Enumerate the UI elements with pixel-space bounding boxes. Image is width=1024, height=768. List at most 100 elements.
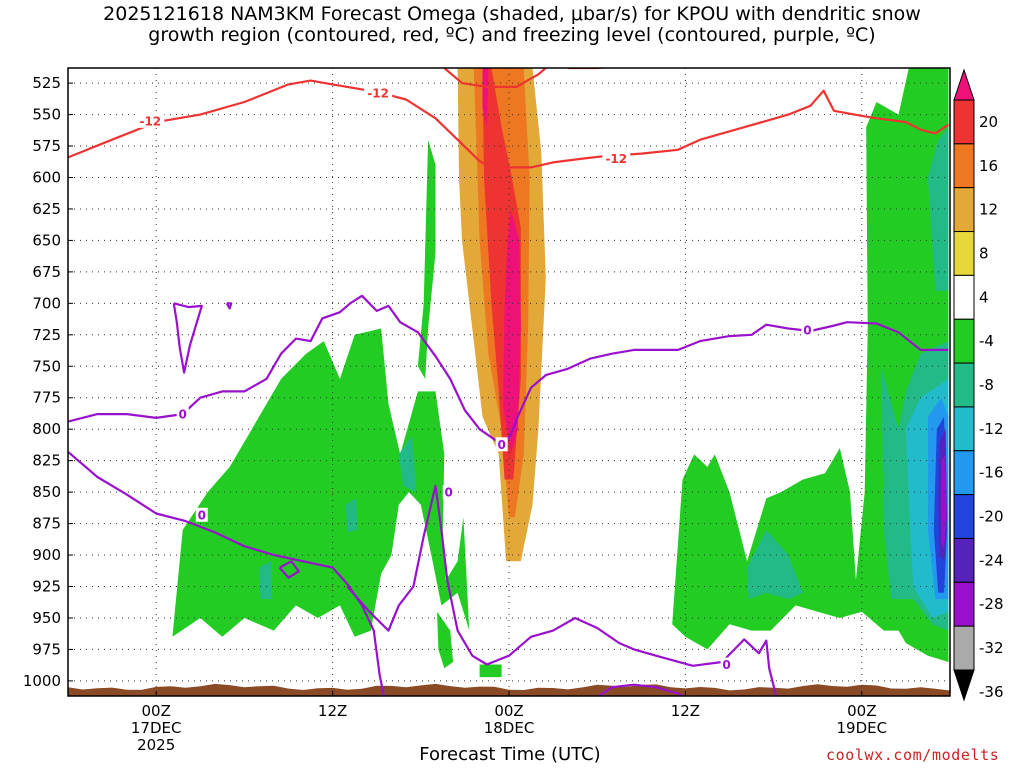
- contour-label-text: 0: [497, 438, 505, 452]
- y-tick-label: 650: [32, 231, 61, 249]
- colorbar-label: -8: [979, 376, 994, 394]
- colorbar-label: 8: [979, 244, 989, 262]
- y-tick-label: 975: [32, 640, 61, 658]
- y-tick-label: 725: [32, 326, 61, 344]
- contour-freezing-level-loop-2: [225, 302, 233, 310]
- y-tick-label: 775: [32, 389, 61, 407]
- contour-label-bg: [720, 657, 733, 672]
- contour-label-text: 0: [198, 508, 206, 522]
- omega-region-12: [437, 611, 454, 669]
- y-tick-label: 825: [32, 452, 61, 470]
- y-tick-label: 1000: [23, 672, 61, 690]
- omega-region-10: [417, 139, 436, 379]
- contour-label-bg: [195, 507, 208, 522]
- omega-region-13: [479, 664, 502, 678]
- contour-label-text: -12: [367, 87, 389, 101]
- axes: 525 550 575 600 625 650 675 700 725 750 775 800 825 8…: [23, 67, 951, 754]
- colorbar-band: [953, 362, 975, 408]
- colorbar-band: [953, 274, 975, 320]
- contour-label: 0: [495, 437, 508, 452]
- colorbar-band: [953, 143, 975, 189]
- omega-region-11: [672, 68, 949, 662]
- omega-region-24: [941, 454, 947, 549]
- contour-label-text: 0: [178, 408, 186, 422]
- contour-freezing-level-loop-3: [278, 560, 300, 579]
- omega-region-2: [825, 68, 833, 90]
- chart-title-line-1: 2025121618 NAM3KM Forecast Omega (shaded…: [103, 3, 921, 25]
- x-tick-label: 2025: [137, 736, 175, 754]
- x-tick-label: 12Z: [318, 702, 347, 720]
- colorbar-label: -20: [979, 508, 1004, 526]
- colorbar-label: 4: [979, 288, 989, 306]
- contour-label-text: -12: [605, 152, 627, 166]
- colorbar-top-arrow: [953, 68, 975, 101]
- omega-region-14: [398, 435, 417, 493]
- y-tick-label: 900: [32, 546, 61, 564]
- contour-label-bg: [495, 437, 508, 452]
- contour-label: -12: [136, 113, 165, 128]
- contour-label: 0: [176, 407, 189, 422]
- omega-region-1: [306, 68, 339, 165]
- colorbar-label: 20: [979, 113, 998, 131]
- contour-dgz--12C: [68, 79, 950, 173]
- y-tick-label: 600: [32, 168, 61, 186]
- omega-region-16: [345, 498, 358, 533]
- y-tick-label: 875: [32, 515, 61, 533]
- colorbar-label: -24: [979, 551, 1004, 569]
- omega-region-17: [747, 529, 803, 600]
- y-tick-label: 700: [32, 294, 61, 312]
- contour-freezing-level-0C-lower: [68, 450, 385, 696]
- contour-label: 0: [442, 485, 455, 500]
- x-tick-label: 00Z: [494, 702, 523, 720]
- x-tick-label: 00Z: [142, 702, 171, 720]
- contour-freezing-level-loop-1: [172, 302, 203, 374]
- colorbar-band: [953, 187, 975, 233]
- x-tick-label: 19DEC: [837, 719, 888, 737]
- colorbar-band: [953, 450, 975, 496]
- colorbar-label: 16: [979, 157, 998, 175]
- colorbar-band: [953, 318, 975, 364]
- colorbar-band: [953, 537, 975, 583]
- contour-freezing-level-bottom-fragment: [597, 683, 686, 696]
- contour-label-text: 0: [445, 486, 453, 500]
- x-axis-label: Forecast Time (UTC): [419, 744, 601, 765]
- colorbar-band: [953, 231, 975, 276]
- y-tick-label: 525: [32, 74, 61, 92]
- plot-area: -12 -12 -12 0 0 0 0 0 0: [68, 68, 950, 696]
- colorbar-label: -4: [979, 332, 994, 350]
- contour-label-text: -12: [139, 114, 161, 128]
- colorbar-label: -28: [979, 595, 1004, 613]
- colorbar-band: [953, 625, 975, 671]
- colorbar-band: [953, 99, 975, 145]
- terrain: [68, 683, 950, 696]
- contour-label-text: 0: [722, 658, 730, 672]
- contour-label: -12: [602, 151, 631, 166]
- chart-title-line-2: growth region (contoured, red, ºC) and f…: [148, 24, 876, 46]
- contour-label: 0: [195, 507, 208, 522]
- y-tick-label: 750: [32, 357, 61, 375]
- contour-freezing-level-0C: [68, 294, 949, 446]
- colorbar-label: -16: [979, 464, 1004, 482]
- y-tick-label: 800: [32, 420, 61, 438]
- x-tick-label: 18DEC: [484, 719, 535, 737]
- contour-label: -12: [364, 86, 393, 101]
- omega-region-15: [259, 561, 273, 600]
- contour-freezing-level-right-branch: [346, 484, 778, 696]
- x-tick-label: 00Z: [847, 702, 876, 720]
- y-tick-label: 550: [32, 106, 61, 124]
- chart-title: 2025121618 NAM3KM Forecast Omega (shaded…: [0, 4, 1024, 46]
- y-tick-label: 925: [32, 578, 61, 596]
- contour-label-bg: [801, 322, 814, 337]
- y-tick-label: 675: [32, 263, 61, 281]
- contour-label-bg: [364, 86, 393, 101]
- y-tick-label: 950: [32, 609, 61, 627]
- y-tick-label: 575: [32, 137, 61, 155]
- omega-region-9: [172, 328, 470, 637]
- colorbar-band: [953, 581, 975, 627]
- contour-label: 0: [801, 322, 814, 337]
- contour-label-text: 0: [803, 323, 811, 337]
- colorbar-band: [953, 406, 975, 452]
- colorbar-band: [953, 494, 975, 539]
- colorbar-bottom-arrow: [953, 669, 975, 702]
